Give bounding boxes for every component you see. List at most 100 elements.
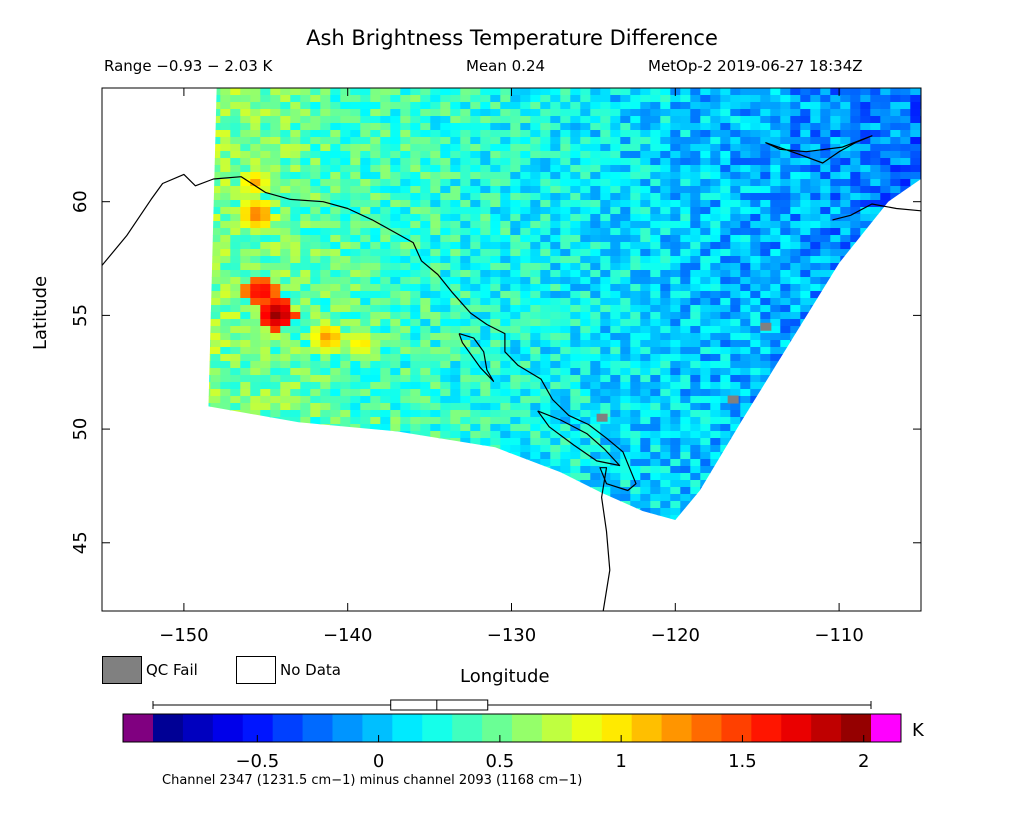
- swath-cell: [760, 473, 771, 481]
- swath-cell: [480, 88, 491, 96]
- swath-cell: [630, 144, 641, 152]
- swath-cell: [500, 431, 511, 439]
- swath-cell: [310, 529, 321, 537]
- swath-cell: [900, 193, 911, 201]
- swath-cell: [370, 410, 381, 418]
- swath-cell: [790, 375, 801, 383]
- swath-cell: [730, 333, 741, 341]
- swath-cell: [340, 200, 351, 208]
- swath-cell: [290, 221, 301, 229]
- swath-cell: [790, 235, 801, 243]
- swath-cell: [700, 228, 711, 236]
- swath-cell: [710, 424, 721, 432]
- swath-cell: [250, 291, 261, 299]
- swath-cell: [700, 382, 711, 390]
- swath-cell: [670, 438, 681, 446]
- swath-cell: [840, 137, 851, 145]
- swath-cell: [300, 410, 311, 418]
- swath-cell: [890, 354, 901, 362]
- y-tick-label: 55: [70, 304, 91, 327]
- swath-cell: [208, 200, 211, 208]
- swath-cell: [370, 494, 381, 502]
- swath-cell: [770, 137, 781, 145]
- swath-cell: [630, 263, 641, 271]
- swath-cell: [780, 109, 791, 117]
- swath-cell: [210, 249, 221, 257]
- swath-cell: [660, 200, 671, 208]
- swath-cell: [510, 466, 521, 474]
- swath-cell: [560, 214, 571, 222]
- swath-cell: [260, 403, 271, 411]
- swath-cell: [840, 333, 851, 341]
- swath-cell: [650, 88, 661, 96]
- swath-cell: [730, 158, 741, 166]
- swath-cell: [800, 221, 811, 229]
- swath-cell: [860, 494, 871, 502]
- swath-cell: [410, 277, 421, 285]
- swath-cell: [620, 116, 631, 124]
- swath-cell: [270, 214, 281, 222]
- swath-cell: [310, 361, 321, 369]
- swath-cell: [360, 179, 371, 187]
- swath-cell: [870, 200, 881, 208]
- swath-cell: [250, 109, 261, 117]
- swath-cell: [770, 480, 781, 488]
- swath-cell: [210, 179, 221, 187]
- swath-cell: [640, 214, 651, 222]
- swath-cell: [700, 403, 711, 411]
- swath-cell: [730, 340, 741, 348]
- swath-cell: [640, 235, 651, 243]
- swath-cell: [560, 158, 571, 166]
- swath-cell: [900, 214, 911, 222]
- swath-cell: [720, 123, 731, 131]
- swath-cell: [250, 263, 261, 271]
- swath-cell: [490, 354, 501, 362]
- swath-cell: [450, 529, 461, 537]
- swath-cell: [570, 179, 581, 187]
- swath-cell: [480, 417, 491, 425]
- swath-cell: [490, 102, 501, 110]
- swath-cell: [780, 298, 791, 306]
- swath-cell: [450, 501, 461, 509]
- swath-cell: [860, 102, 871, 110]
- swath-cell: [660, 424, 671, 432]
- swath-cell: [600, 333, 611, 341]
- swath-cell: [210, 326, 221, 334]
- swath-cell: [680, 515, 691, 521]
- swath-cell: [540, 249, 551, 257]
- swath-cell: [500, 340, 511, 348]
- swath-cell: [320, 207, 331, 215]
- swath-cell: [380, 333, 391, 341]
- swath-cell: [260, 151, 271, 159]
- swath-cell: [670, 382, 681, 390]
- swath-cell: [750, 284, 761, 292]
- swath-cell: [750, 186, 761, 194]
- swath-cell: [600, 151, 611, 159]
- swath-cell: [360, 368, 371, 376]
- swath-cell: [510, 116, 521, 124]
- swath-cell: [600, 319, 611, 327]
- swath-cell: [500, 410, 511, 418]
- swath-cell: [810, 459, 821, 467]
- swath-cell: [250, 389, 261, 397]
- swath-cell: [270, 522, 281, 530]
- swath-cell: [640, 88, 651, 96]
- swath-cell: [800, 270, 811, 278]
- swath-cell: [620, 417, 631, 425]
- swath-cell: [870, 263, 881, 271]
- swath-cell: [480, 291, 491, 299]
- swath-cell: [630, 459, 641, 467]
- swath-cell: [900, 88, 911, 96]
- swath-cell: [410, 193, 421, 201]
- swath-cell: [850, 270, 861, 278]
- swath-cell: [550, 270, 561, 278]
- swath-cell: [780, 501, 791, 509]
- swath-cell: [770, 172, 781, 180]
- swath-cell: [310, 214, 321, 222]
- swath-cell: [900, 347, 911, 355]
- swath-cell: [620, 382, 631, 390]
- swath-cell: [240, 270, 251, 278]
- x-tick-label: −110: [814, 625, 863, 646]
- swath-cell: [910, 270, 921, 278]
